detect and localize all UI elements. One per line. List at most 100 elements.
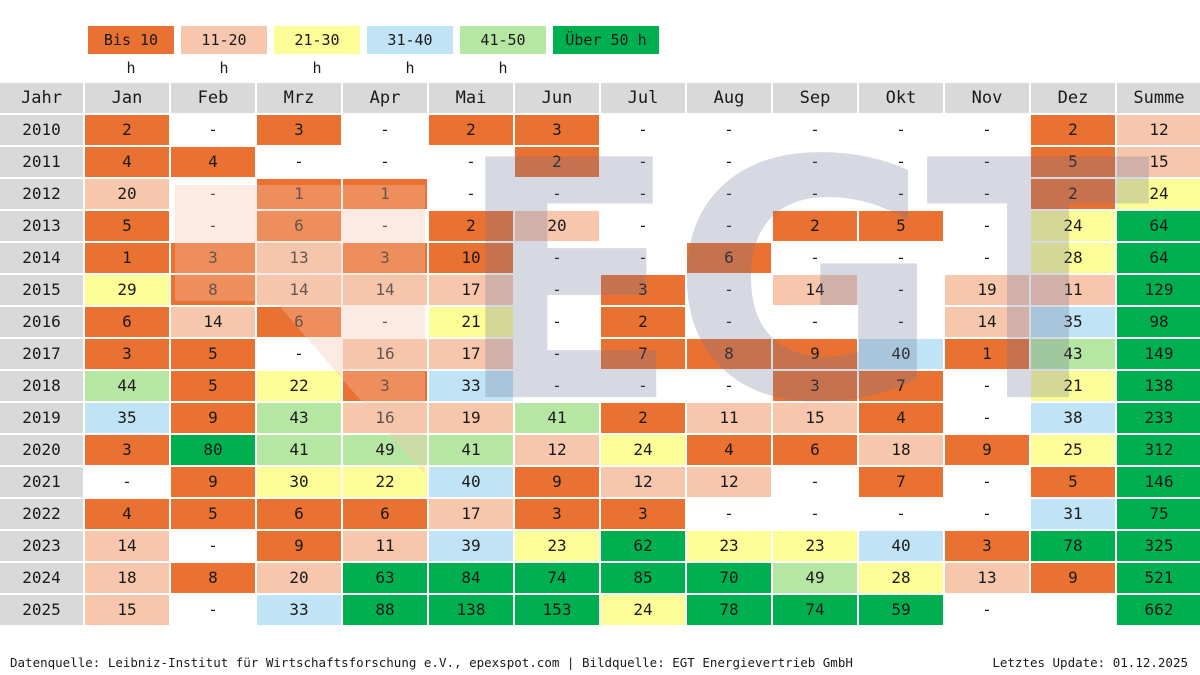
- value-cell: -: [896, 152, 906, 171]
- value-cell: 14: [945, 307, 1029, 337]
- column-header: Sep: [773, 83, 857, 113]
- value-cell: 12: [601, 467, 685, 497]
- column-header: Dez: [1031, 83, 1115, 113]
- value-cell: -: [294, 152, 304, 171]
- value-cell: -: [638, 184, 648, 203]
- value-cell: -: [982, 376, 992, 395]
- sum-cell: 64: [1117, 211, 1200, 241]
- value-cell: 20: [257, 563, 341, 593]
- value-cell: 5: [171, 499, 255, 529]
- value-cell: 88: [343, 595, 427, 625]
- value-cell: 14: [343, 275, 427, 305]
- value-cell: -: [810, 120, 820, 139]
- value-cell: -: [294, 344, 304, 363]
- footer-source: Datenquelle: Leibniz-Institut für Wirtsc…: [10, 655, 853, 670]
- table-row: 2015 29 8 14 14 17-3-14-19 11 129: [0, 274, 1200, 306]
- table-row: 2011 4 4- - -2- - - - -5 15: [0, 146, 1200, 178]
- value-cell: 2: [1031, 115, 1115, 145]
- value-cell: 3: [945, 531, 1029, 561]
- value-cell: 5: [85, 211, 169, 241]
- value-cell: -: [982, 152, 992, 171]
- year-cell: 2011: [0, 147, 83, 177]
- sum-cell: 15: [1117, 147, 1200, 177]
- value-cell: 2: [1031, 179, 1115, 209]
- value-cell: 3: [601, 499, 685, 529]
- value-cell: 138: [429, 595, 513, 625]
- value-cell: 6: [687, 243, 771, 273]
- value-cell: 15: [773, 403, 857, 433]
- column-header: Aug: [687, 83, 771, 113]
- value-cell: 2: [429, 211, 513, 241]
- value-cell: 5: [171, 371, 255, 401]
- value-cell: 40: [859, 339, 943, 369]
- value-cell: -: [896, 280, 906, 299]
- value-cell: -: [810, 504, 820, 523]
- value-cell: 41: [257, 435, 341, 465]
- column-header: Mrz: [257, 83, 341, 113]
- value-cell: 9: [945, 435, 1029, 465]
- sum-cell: 98: [1117, 307, 1200, 337]
- value-cell: -: [724, 216, 734, 235]
- value-cell: -: [982, 248, 992, 267]
- value-cell: 24: [1031, 211, 1115, 241]
- value-cell: 6: [343, 499, 427, 529]
- value-cell: 24: [601, 595, 685, 625]
- value-cell: -: [982, 120, 992, 139]
- value-cell: -: [380, 120, 390, 139]
- value-cell: 6: [257, 499, 341, 529]
- year-cell: 2017: [0, 339, 83, 369]
- value-cell: 2: [601, 307, 685, 337]
- value-cell: 3: [515, 499, 599, 529]
- value-cell: -: [208, 184, 218, 203]
- value-cell: 7: [859, 467, 943, 497]
- value-cell: 7: [859, 371, 943, 401]
- value-cell: 20: [515, 211, 599, 241]
- value-cell: 8: [171, 563, 255, 593]
- value-cell: 4: [85, 147, 169, 177]
- value-cell: 23: [687, 531, 771, 561]
- value-cell: 3: [773, 371, 857, 401]
- value-cell: 16: [343, 339, 427, 369]
- value-cell: 16: [343, 403, 427, 433]
- table-row: 2020 3 80 41 49 41 12 24 4 6 18 9 25 312: [0, 434, 1200, 466]
- value-cell: 6: [85, 307, 169, 337]
- value-cell: 3: [171, 243, 255, 273]
- value-cell: 9: [515, 467, 599, 497]
- value-cell: -: [810, 152, 820, 171]
- value-cell: 5: [1031, 467, 1115, 497]
- value-cell: 41: [515, 403, 599, 433]
- year-cell: 2022: [0, 499, 83, 529]
- value-cell: 2: [429, 115, 513, 145]
- value-cell: 21: [429, 307, 513, 337]
- value-cell: -: [122, 472, 132, 491]
- value-cell: 11: [343, 531, 427, 561]
- value-cell: 17: [429, 499, 513, 529]
- value-cell: 28: [859, 563, 943, 593]
- value-cell: -: [208, 600, 218, 619]
- sum-cell: 149: [1117, 339, 1200, 369]
- column-header: Jul: [601, 83, 685, 113]
- legend-item: 21-30 h: [274, 26, 360, 77]
- year-cell: 2023: [0, 531, 83, 561]
- value-cell: 19: [429, 403, 513, 433]
- value-cell: 49: [773, 563, 857, 593]
- legend-item: 11-20 h: [181, 26, 267, 77]
- value-cell: -: [380, 312, 390, 331]
- value-cell: -: [638, 376, 648, 395]
- value-cell: -: [982, 216, 992, 235]
- table-row: 2021-9 30 22 40 9 12 12-7-5 146: [0, 466, 1200, 498]
- value-cell: 40: [429, 467, 513, 497]
- sum-cell: 138: [1117, 371, 1200, 401]
- value-cell: 8: [687, 339, 771, 369]
- value-cell: -: [724, 152, 734, 171]
- value-cell: 3: [85, 435, 169, 465]
- table-row: 2024 18 8 20 63 84 74 85 70 49 28 13 9 521: [0, 562, 1200, 594]
- value-cell: 20: [85, 179, 169, 209]
- column-header: Okt: [859, 83, 943, 113]
- value-cell: -: [810, 472, 820, 491]
- value-cell: 9: [257, 531, 341, 561]
- value-cell: 1: [257, 179, 341, 209]
- value-cell: 22: [343, 467, 427, 497]
- value-cell: 80: [171, 435, 255, 465]
- value-cell: 1: [85, 243, 169, 273]
